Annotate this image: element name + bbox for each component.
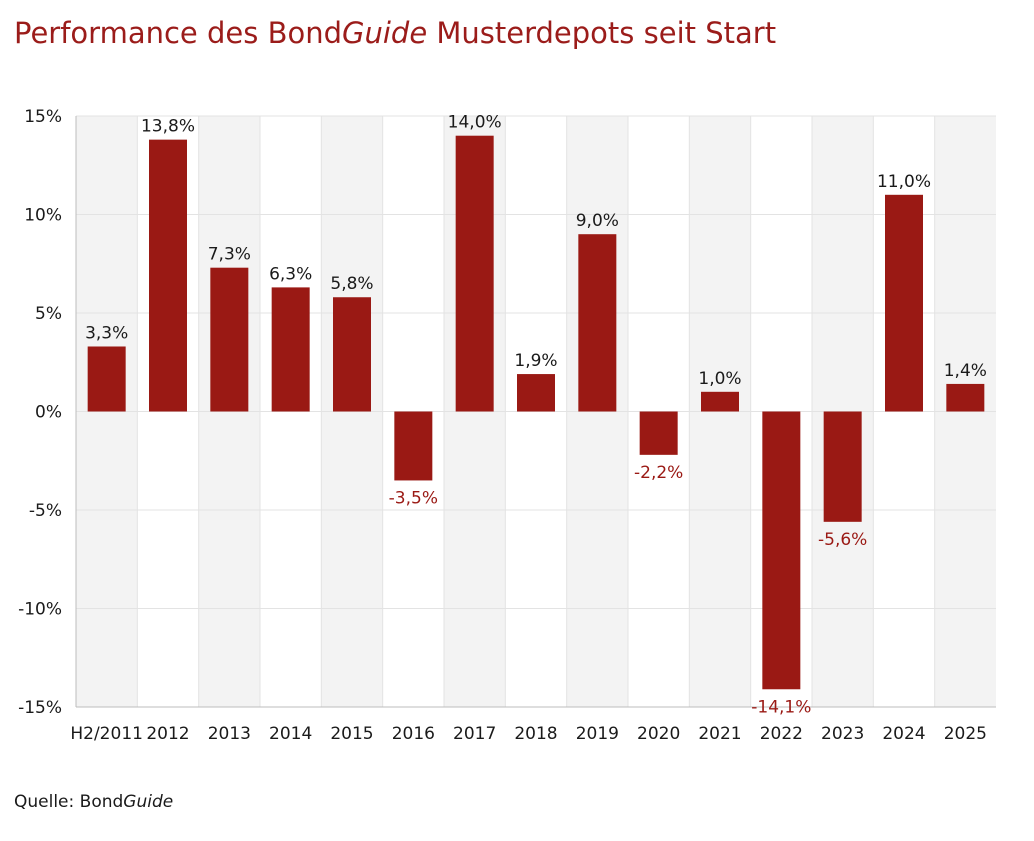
bar bbox=[394, 411, 433, 481]
x-tick-label: 2015 bbox=[330, 724, 373, 744]
data-label: 5,8% bbox=[330, 274, 373, 294]
x-tick-label: 2023 bbox=[821, 724, 864, 744]
bar bbox=[87, 346, 126, 412]
data-label: 6,3% bbox=[269, 264, 312, 284]
title-italic: Guide bbox=[342, 16, 428, 50]
x-tick-label: 2022 bbox=[760, 724, 803, 744]
x-tick-label: H2/2011 bbox=[70, 724, 143, 744]
source-note: Quelle: BondGuide bbox=[14, 792, 173, 812]
data-label: 9,0% bbox=[576, 211, 619, 231]
y-tick-label: -10% bbox=[18, 600, 62, 620]
bar bbox=[455, 135, 494, 412]
data-label: 3,3% bbox=[85, 323, 128, 343]
chart-title: Performance des BondGuide Musterdepots s… bbox=[14, 16, 776, 50]
bar bbox=[946, 383, 985, 412]
y-tick-label: 10% bbox=[24, 206, 62, 226]
title-part2: Musterdepots seit Start bbox=[427, 16, 777, 50]
x-tick-label: 2020 bbox=[637, 724, 680, 744]
y-tick-label: 5% bbox=[35, 304, 62, 324]
data-label: 7,3% bbox=[208, 245, 251, 265]
x-tick-label: 2019 bbox=[576, 724, 619, 744]
x-tick-label: 2014 bbox=[269, 724, 312, 744]
bar bbox=[149, 139, 187, 412]
data-label: -14,1% bbox=[751, 697, 811, 717]
x-tick-label: 2012 bbox=[146, 724, 189, 744]
x-tick-label: 2025 bbox=[944, 724, 987, 744]
bar bbox=[762, 411, 801, 690]
y-tick-label: 15% bbox=[24, 107, 62, 127]
bar bbox=[885, 194, 923, 412]
x-tick-label: 2017 bbox=[453, 724, 496, 744]
data-label: -2,2% bbox=[634, 463, 683, 483]
data-label: 13,8% bbox=[141, 117, 195, 137]
bar bbox=[333, 297, 371, 412]
data-label: 11,0% bbox=[877, 172, 931, 192]
bar bbox=[823, 411, 862, 522]
data-label: 1,4% bbox=[944, 361, 987, 381]
source-italic: Guide bbox=[123, 792, 174, 812]
y-tick-label: -15% bbox=[18, 698, 62, 718]
bar bbox=[271, 287, 310, 412]
x-tick-label: 2018 bbox=[514, 724, 557, 744]
x-tick-label: 2016 bbox=[392, 724, 435, 744]
title-part1: Performance des Bond bbox=[14, 16, 342, 50]
data-label: 1,0% bbox=[698, 369, 741, 389]
x-tick-label: 2021 bbox=[698, 724, 741, 744]
bar bbox=[578, 234, 617, 412]
data-label: 1,9% bbox=[514, 351, 557, 371]
bar bbox=[701, 391, 739, 412]
x-tick-label: 2013 bbox=[208, 724, 251, 744]
bar bbox=[639, 411, 678, 455]
y-tick-label: 0% bbox=[35, 403, 62, 423]
bar bbox=[210, 267, 249, 412]
data-label: 14,0% bbox=[448, 113, 502, 133]
bar bbox=[517, 374, 555, 412]
y-tick-label: -5% bbox=[29, 501, 62, 521]
data-label: -5,6% bbox=[818, 530, 867, 550]
source-prefix: Quelle: Bond bbox=[14, 792, 124, 812]
data-label: -3,5% bbox=[389, 488, 438, 508]
x-tick-label: 2024 bbox=[882, 724, 925, 744]
